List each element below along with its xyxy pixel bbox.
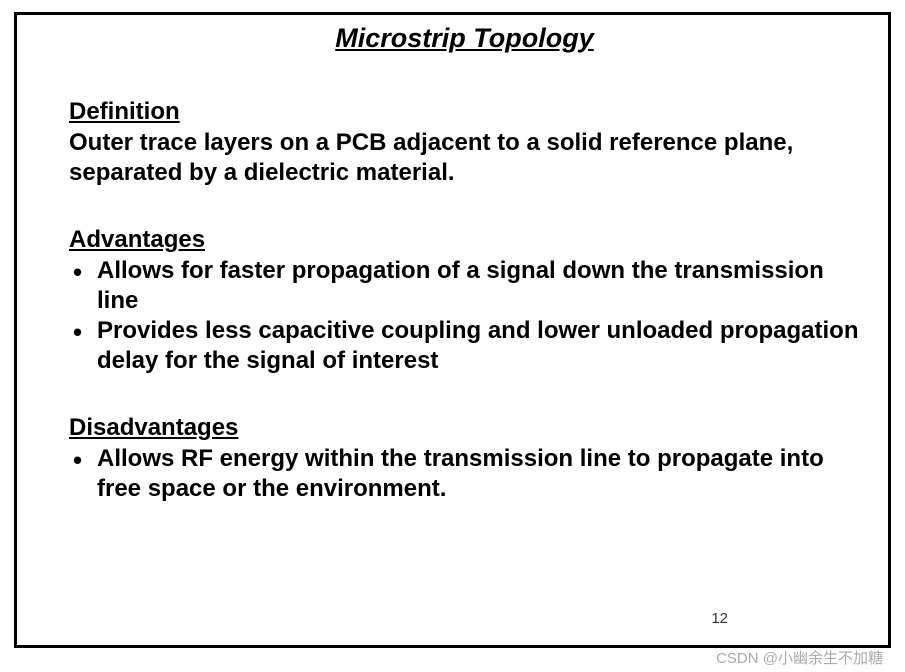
advantages-item: Allows for faster propagation of a signa… <box>69 256 860 316</box>
definition-body: Outer trace layers on a PCB adjacent to … <box>69 128 860 188</box>
slide-frame: Microstrip Topology Definition Outer tra… <box>14 12 891 648</box>
advantages-item: Provides less capacitive coupling and lo… <box>69 316 860 376</box>
definition-section: Definition Outer trace layers on a PCB a… <box>69 98 860 188</box>
disadvantages-section: Disadvantages Allows RF energy within th… <box>69 414 860 504</box>
advantages-heading: Advantages <box>69 226 860 254</box>
disadvantages-heading: Disadvantages <box>69 414 860 442</box>
definition-heading: Definition <box>69 98 860 126</box>
watermark-text: CSDN @小幽余生不加糖 <box>716 647 883 668</box>
advantages-list: Allows for faster propagation of a signa… <box>69 256 860 376</box>
slide-title: Microstrip Topology <box>69 23 860 54</box>
disadvantages-item: Allows RF energy within the transmission… <box>69 444 860 504</box>
page-number: 12 <box>711 610 728 627</box>
disadvantages-list: Allows RF energy within the transmission… <box>69 444 860 504</box>
advantages-section: Advantages Allows for faster propagation… <box>69 226 860 376</box>
